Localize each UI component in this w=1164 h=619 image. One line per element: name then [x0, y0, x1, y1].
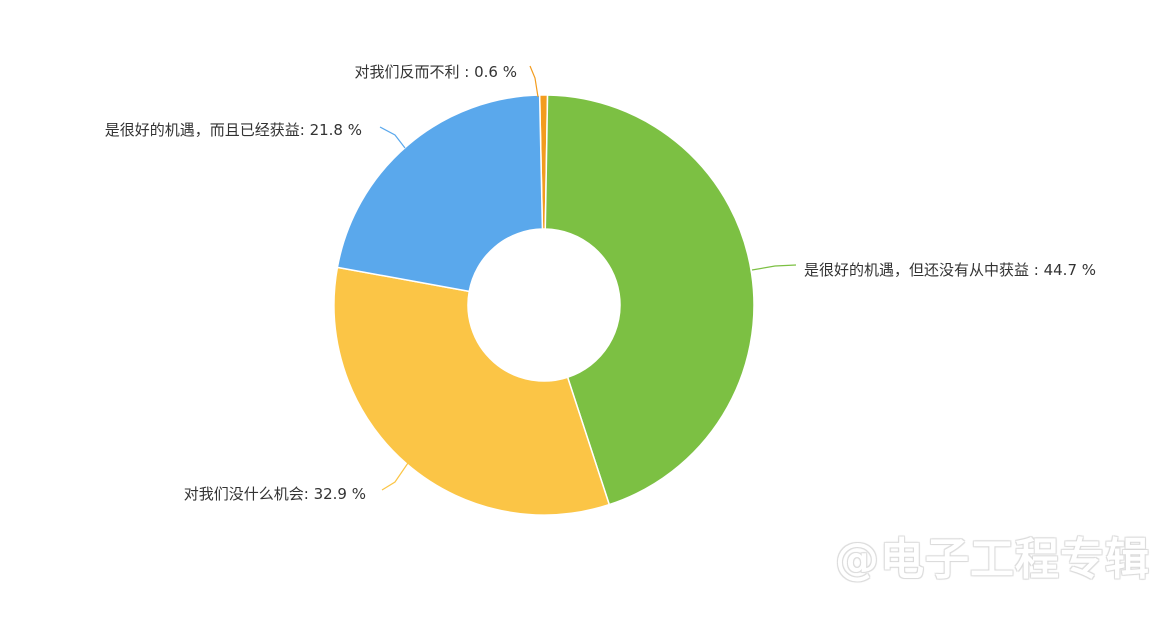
watermark-logo: @电子工程专辑 — [835, 534, 1150, 585]
pie-slices — [333, 94, 755, 516]
leader-opportunity-not-yet-benefited — [751, 264, 797, 271]
slice-labels: 对我们反而不利 : 0.6 % 是很好的机遇，但还没有从中获益 : 44.7 %… — [105, 63, 1096, 503]
leader-no-opportunity — [381, 462, 409, 491]
leader-opportunity-benefited — [379, 126, 406, 149]
slice-label-opportunity-not-yet-benefited: 是很好的机遇，但还没有从中获益 : 44.7 % — [804, 261, 1096, 279]
leader-unfavorable — [529, 65, 539, 98]
slice-opportunity-not-yet-benefited — [544, 94, 755, 506]
slice-no-opportunity — [333, 266, 611, 516]
slice-label-unfavorable: 对我们反而不利 : 0.6 % — [355, 63, 517, 81]
slice-label-opportunity-benefited: 是很好的机遇，而且已经获益: 21.8 % — [105, 121, 362, 139]
slice-opportunity-benefited — [336, 94, 544, 293]
slice-label-no-opportunity: 对我们没什么机会: 32.9 % — [184, 485, 366, 503]
leader-lines — [379, 65, 797, 491]
